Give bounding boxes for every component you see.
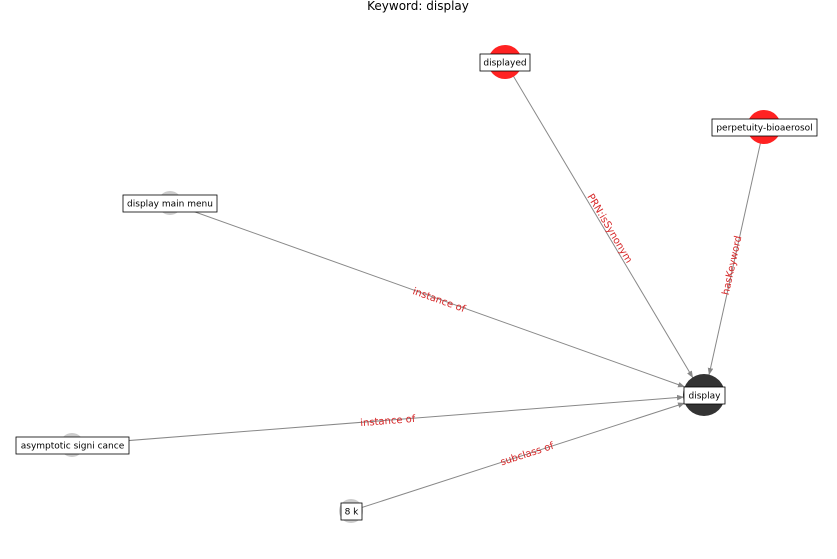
edge-label: subclass of <box>499 441 556 469</box>
node-perpetuity-bioaerosol[interactable]: perpetuity-bioaerosol <box>711 110 818 144</box>
edge-line <box>169 202 686 388</box>
node-displayed[interactable]: displayed <box>479 45 531 79</box>
node-asymptotic-significance[interactable]: asymptotic signi cance <box>15 433 130 457</box>
node-display-main-menu[interactable]: display main menu <box>122 191 218 215</box>
node-display[interactable]: display <box>683 374 726 416</box>
node-label: displayed <box>483 59 526 69</box>
node-label-box <box>340 502 363 521</box>
edge-label: instance of <box>360 414 416 429</box>
edge-perpetuity: hasKeyword <box>707 126 765 376</box>
edge-line <box>350 402 686 512</box>
edge-label: PRN:isSynonym <box>584 192 634 265</box>
edge-line <box>707 126 765 376</box>
edge-label: instance of <box>411 286 467 315</box>
node-label: perpetuity-bioaerosol <box>716 124 812 134</box>
node-label-box <box>122 194 218 213</box>
edge-line <box>71 394 685 446</box>
graph-title: Keyword: display <box>367 0 469 13</box>
edge-label: hasKeyword <box>721 235 745 296</box>
node-label-box <box>711 118 818 137</box>
edge-line <box>504 61 694 379</box>
node-8k[interactable]: 8 k <box>339 499 363 523</box>
node-label: asymptotic signi cance <box>21 442 125 452</box>
node-label: 8 k <box>345 508 360 518</box>
node-label-box <box>479 53 531 72</box>
edge-asymptotic: instance of <box>71 394 685 446</box>
node-label: display main menu <box>127 200 213 210</box>
node-label: display <box>689 392 722 402</box>
node-label-box <box>683 386 726 405</box>
node-label-box <box>15 436 130 455</box>
edge-displayed: PRN:isSynonym <box>504 61 694 379</box>
